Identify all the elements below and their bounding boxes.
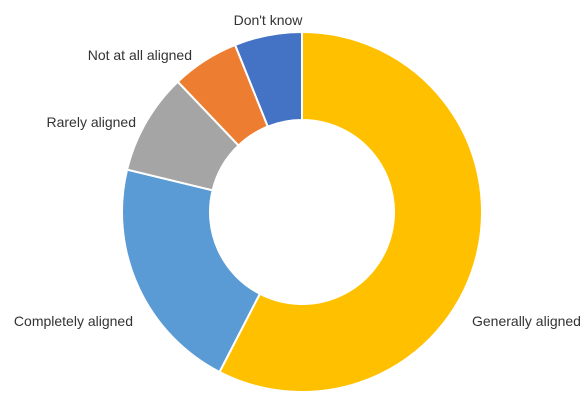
label-rarely-aligned: Rarely aligned [47, 114, 137, 130]
label-completely-aligned: Completely aligned [14, 313, 133, 329]
label-generally-aligned: Generally aligned [472, 313, 581, 329]
slice-completely-aligned [121, 168, 262, 374]
donut-slices [121, 30, 483, 393]
slice-don-t-know [233, 30, 303, 128]
donut-labels: Generally aligned Completely aligned Rarel… [14, 12, 581, 329]
label-don-t-know: Don't know [234, 12, 304, 28]
slice-generally-aligned [218, 30, 483, 393]
label-not-at-all-aligned: Not at all aligned [88, 47, 192, 63]
